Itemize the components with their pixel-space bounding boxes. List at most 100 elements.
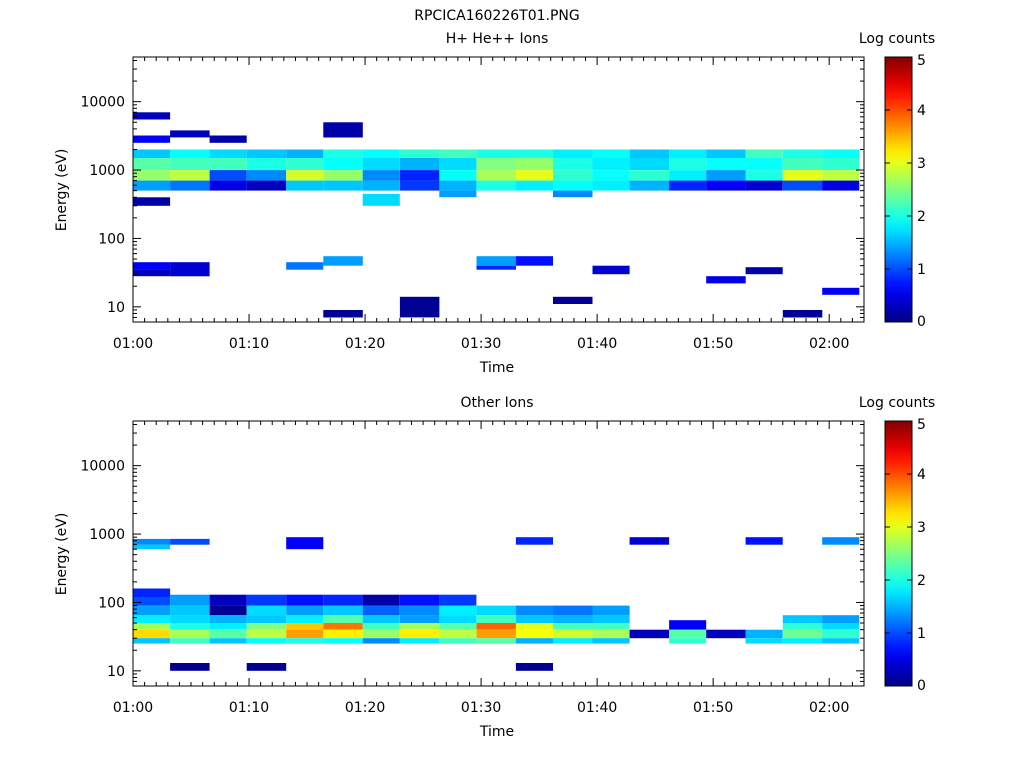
- heatmap-cell: [553, 638, 593, 644]
- heatmap-cell: [246, 158, 287, 170]
- heatmap-cell: [286, 594, 324, 606]
- heatmap-cell: [476, 256, 516, 266]
- heatmap-cell: [209, 638, 247, 644]
- panel-1-ylabel: Energy (eV): [54, 149, 70, 232]
- y-tick-label: 10: [107, 664, 125, 680]
- heatmap-cell: [362, 149, 400, 158]
- heatmap-cell: [592, 265, 630, 275]
- colorbar-tick-label: 5: [917, 53, 926, 69]
- x-tick-label: 01:50: [693, 700, 733, 716]
- heatmap-cell: [782, 170, 823, 181]
- heatmap-cell: [439, 638, 477, 644]
- colorbar-tick-label: 4: [917, 467, 926, 483]
- heatmap-cell: [515, 605, 553, 616]
- heatmap-cell: [209, 594, 247, 606]
- heatmap-cell: [399, 170, 440, 181]
- heatmap-cell: [476, 615, 516, 623]
- heatmap-cell: [286, 629, 324, 639]
- x-tick-label: 01:30: [461, 336, 501, 352]
- heatmap-cell: [362, 629, 400, 639]
- panel-1-xlabel: Time: [479, 360, 514, 376]
- heatmap-cell: [209, 629, 247, 639]
- panel-1-colorbar-label: Log counts: [859, 31, 935, 47]
- y-tick-label: 1000: [89, 163, 125, 179]
- heatmap-cell: [745, 149, 783, 158]
- heatmap-cell: [286, 537, 324, 550]
- heatmap-cell: [439, 629, 477, 639]
- heatmap-cell: [706, 629, 746, 639]
- heatmap-cell: [553, 190, 593, 198]
- heatmap-cell: [246, 638, 287, 644]
- heatmap-cell: [399, 296, 440, 318]
- heatmap-cell: [822, 180, 860, 191]
- heatmap-cell: [515, 623, 553, 630]
- heatmap-cell: [133, 544, 171, 550]
- x-tick-label: 01:40: [577, 700, 617, 716]
- heatmap-cell: [246, 594, 287, 606]
- heatmap-cell: [476, 638, 516, 644]
- x-tick-label: 02:00: [809, 700, 849, 716]
- heatmap-cell: [170, 180, 210, 191]
- heatmap-cell: [706, 276, 746, 284]
- heatmap-cell: [553, 180, 593, 191]
- panel-2-ylabel: Energy (eV): [54, 513, 70, 596]
- heatmap-cell: [439, 180, 477, 191]
- y-tick-label: 1000: [89, 527, 125, 543]
- heatmap-cell: [669, 629, 707, 639]
- heatmap-cell: [323, 256, 363, 266]
- heatmap-cell: [515, 180, 553, 191]
- heatmap-cell: [323, 623, 363, 630]
- heatmap-cell: [706, 149, 746, 158]
- heatmap-cell: [476, 265, 516, 270]
- heatmap-cell: [362, 594, 400, 606]
- heatmap-cell: [476, 623, 516, 630]
- panel-h-he-ions: H+ He++ Ions Log counts 01:00 01:10 01:20 0…: [54, 31, 935, 376]
- x-tick-label: 01:20: [345, 700, 385, 716]
- heatmap-cell: [745, 537, 783, 545]
- heatmap-cell: [323, 122, 363, 138]
- y-tick-label: 10000: [80, 459, 125, 475]
- heatmap-cell: [399, 605, 440, 616]
- panel-2-title: Other Ions: [460, 395, 533, 411]
- heatmap-cell: [553, 170, 593, 181]
- heatmap-cell: [553, 149, 593, 158]
- x-tick-label: 01:50: [693, 336, 733, 352]
- heatmap-cell: [323, 615, 363, 623]
- heatmap-cell: [133, 629, 171, 639]
- heatmap-cell: [170, 262, 210, 277]
- heatmap-cell: [170, 149, 210, 158]
- heatmap-cell: [399, 180, 440, 191]
- heatmap-cell: [362, 638, 400, 644]
- heatmap-cell: [170, 615, 210, 623]
- heatmap-cell: [133, 180, 171, 191]
- heatmap-cell: [439, 190, 477, 198]
- heatmap-cell: [476, 170, 516, 181]
- heatmap-cell: [629, 537, 670, 545]
- heatmap-cell: [553, 158, 593, 170]
- heatmap-cell: [133, 149, 171, 158]
- heatmap-cell: [170, 605, 210, 616]
- heatmap-cell: [439, 623, 477, 630]
- heatmap-cell: [133, 638, 171, 644]
- heatmap-cell: [515, 638, 553, 644]
- panel-2-heatmap-cells: [133, 537, 860, 671]
- heatmap-cell: [133, 197, 171, 206]
- heatmap-cell: [592, 149, 630, 158]
- panel-1-colorbar-ticks: 0 1 2 3 4 5: [885, 53, 926, 330]
- heatmap-cell: [629, 629, 670, 639]
- colorbar-tick-label: 5: [917, 417, 926, 433]
- heatmap-cell: [323, 310, 363, 318]
- heatmap-cell: [629, 180, 670, 191]
- heatmap-cell: [133, 262, 171, 270]
- heatmap-cell: [209, 158, 247, 170]
- heatmap-cell: [170, 623, 210, 630]
- heatmap-cell: [669, 170, 707, 181]
- heatmap-cell: [133, 615, 171, 623]
- heatmap-cell: [133, 605, 171, 616]
- heatmap-cell: [286, 180, 324, 191]
- heatmap-cell: [553, 629, 593, 639]
- heatmap-cell: [209, 170, 247, 181]
- heatmap-cell: [476, 629, 516, 639]
- heatmap-cell: [362, 615, 400, 623]
